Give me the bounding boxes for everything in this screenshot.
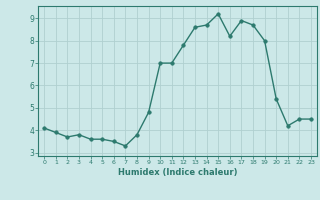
X-axis label: Humidex (Indice chaleur): Humidex (Indice chaleur) [118,168,237,177]
